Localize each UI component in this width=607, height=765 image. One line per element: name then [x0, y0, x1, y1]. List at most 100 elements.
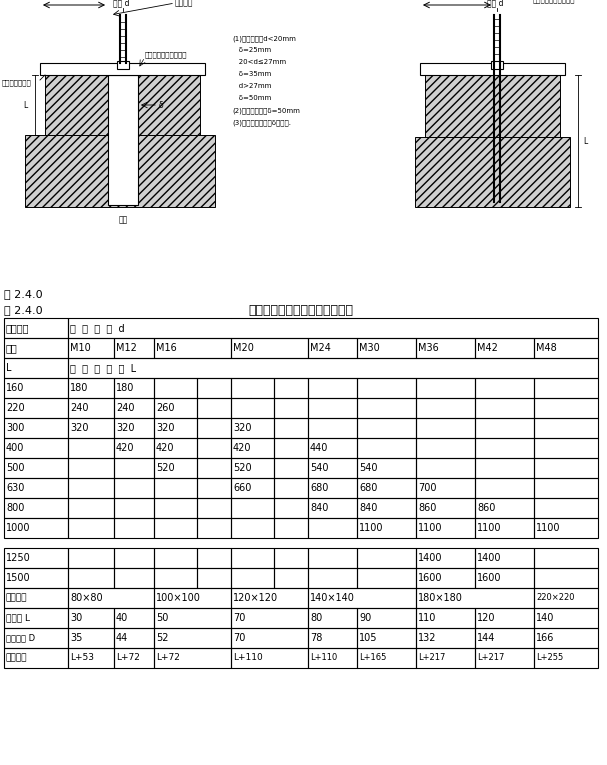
- Bar: [68, 498, 114, 518]
- Bar: [534, 628, 598, 648]
- Bar: [4, 648, 68, 668]
- Bar: [475, 548, 534, 568]
- Bar: [114, 458, 154, 478]
- Bar: [25, 135, 215, 207]
- Bar: [231, 418, 274, 438]
- Bar: [154, 438, 197, 458]
- Bar: [68, 518, 114, 538]
- Text: 144: 144: [477, 633, 495, 643]
- Text: 弯钩外径 D: 弯钩外径 D: [6, 633, 35, 643]
- Text: 320: 320: [70, 423, 89, 433]
- Bar: [197, 548, 231, 568]
- Bar: [4, 338, 68, 358]
- Bar: [357, 548, 416, 568]
- Text: 二次灌浆（包括找平）: 二次灌浆（包括找平）: [532, 0, 575, 3]
- Bar: [4, 628, 68, 648]
- Bar: [114, 648, 154, 668]
- Bar: [4, 498, 68, 518]
- Text: 180: 180: [116, 383, 134, 393]
- Bar: [416, 588, 534, 608]
- Bar: [231, 498, 274, 518]
- Text: M36: M36: [418, 343, 439, 353]
- Bar: [475, 458, 534, 478]
- Text: 长度: 长度: [6, 343, 18, 353]
- Bar: [197, 478, 231, 498]
- Bar: [114, 518, 154, 538]
- Bar: [420, 63, 565, 75]
- Text: 1600: 1600: [477, 573, 501, 583]
- Bar: [357, 568, 416, 588]
- Text: 78: 78: [310, 633, 322, 643]
- Bar: [357, 628, 416, 648]
- Bar: [534, 548, 598, 568]
- Text: 螺栓 d: 螺栓 d: [487, 0, 503, 7]
- Bar: [154, 458, 197, 478]
- Bar: [475, 608, 534, 628]
- Text: 680: 680: [359, 483, 378, 493]
- Bar: [4, 438, 68, 458]
- Bar: [534, 608, 598, 628]
- Bar: [308, 498, 357, 518]
- Text: 52: 52: [156, 633, 169, 643]
- Bar: [68, 318, 598, 338]
- Bar: [68, 568, 114, 588]
- Bar: [197, 418, 231, 438]
- Text: 螺栓 d: 螺栓 d: [113, 0, 129, 7]
- Text: 80×80: 80×80: [70, 593, 103, 603]
- Text: 240: 240: [70, 403, 89, 413]
- Bar: [475, 338, 534, 358]
- Bar: [197, 438, 231, 458]
- Text: (1)地脚螺栓：d<20mm: (1)地脚螺栓：d<20mm: [232, 35, 296, 41]
- Bar: [534, 648, 598, 668]
- Text: 540: 540: [359, 463, 378, 473]
- Bar: [231, 568, 274, 588]
- Text: 1000: 1000: [6, 523, 30, 533]
- Bar: [357, 608, 416, 628]
- Bar: [416, 548, 475, 568]
- Text: 520: 520: [156, 463, 175, 473]
- Bar: [425, 75, 560, 137]
- Bar: [308, 478, 357, 498]
- Text: M24: M24: [310, 343, 331, 353]
- Bar: [154, 418, 197, 438]
- Bar: [231, 338, 308, 358]
- Bar: [4, 378, 68, 398]
- Bar: [197, 498, 231, 518]
- Text: L+72: L+72: [156, 653, 180, 662]
- Bar: [274, 378, 308, 398]
- Text: 105: 105: [359, 633, 378, 643]
- Bar: [475, 518, 534, 538]
- Bar: [68, 418, 114, 438]
- Text: 220×220: 220×220: [536, 594, 574, 603]
- Text: 840: 840: [359, 503, 378, 513]
- Bar: [357, 338, 416, 358]
- Bar: [416, 458, 475, 478]
- Text: 420: 420: [116, 443, 135, 453]
- Bar: [68, 358, 598, 378]
- Text: M12: M12: [116, 343, 137, 353]
- Bar: [114, 498, 154, 518]
- Text: 300: 300: [6, 423, 24, 433]
- Bar: [534, 438, 598, 458]
- Bar: [45, 75, 108, 135]
- Bar: [308, 518, 357, 538]
- Bar: [40, 63, 205, 75]
- Bar: [357, 518, 416, 538]
- Bar: [154, 518, 197, 538]
- Bar: [475, 498, 534, 518]
- Bar: [534, 568, 598, 588]
- Bar: [416, 438, 475, 458]
- Text: 预留方孔: 预留方孔: [6, 594, 27, 603]
- Bar: [114, 378, 154, 398]
- Text: 预  留  孔  深  度  L: 预 留 孔 深 度 L: [70, 363, 136, 373]
- Bar: [231, 608, 308, 628]
- Bar: [491, 61, 503, 69]
- Text: ≥100: ≥100: [447, 0, 467, 2]
- Text: M10: M10: [70, 343, 91, 353]
- Text: 260: 260: [156, 403, 174, 413]
- Bar: [197, 398, 231, 418]
- Bar: [154, 588, 231, 608]
- Bar: [154, 648, 231, 668]
- Text: 120: 120: [477, 613, 495, 623]
- Bar: [534, 378, 598, 398]
